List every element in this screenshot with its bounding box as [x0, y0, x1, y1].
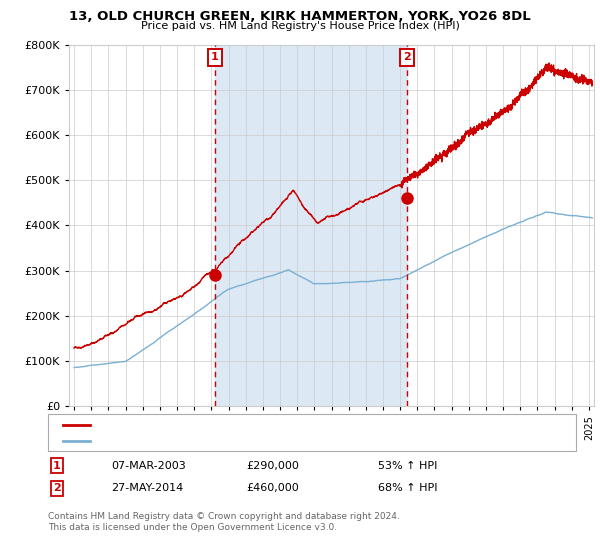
Bar — [215, 45, 407, 406]
Text: 1: 1 — [53, 461, 61, 471]
Text: 68% ↑ HPI: 68% ↑ HPI — [378, 483, 437, 493]
Text: £460,000: £460,000 — [246, 483, 299, 493]
Text: 13, OLD CHURCH GREEN, KIRK HAMMERTON, YORK, YO26 8DL: 13, OLD CHURCH GREEN, KIRK HAMMERTON, YO… — [69, 10, 531, 22]
Text: 2: 2 — [403, 53, 411, 63]
Text: 1: 1 — [211, 53, 219, 63]
Text: 13, OLD CHURCH GREEN, KIRK HAMMERTON, YORK, YO26 8DL (detached house): 13, OLD CHURCH GREEN, KIRK HAMMERTON, YO… — [96, 419, 512, 430]
Text: 53% ↑ HPI: 53% ↑ HPI — [378, 461, 437, 471]
Text: HPI: Average price, detached house, North Yorkshire: HPI: Average price, detached house, Nort… — [96, 436, 369, 446]
Text: Contains HM Land Registry data © Crown copyright and database right 2024.
This d: Contains HM Land Registry data © Crown c… — [48, 512, 400, 532]
Text: 07-MAR-2003: 07-MAR-2003 — [111, 461, 186, 471]
Text: Price paid vs. HM Land Registry's House Price Index (HPI): Price paid vs. HM Land Registry's House … — [140, 21, 460, 31]
Text: 27-MAY-2014: 27-MAY-2014 — [111, 483, 183, 493]
Text: 2: 2 — [53, 483, 61, 493]
Text: £290,000: £290,000 — [246, 461, 299, 471]
